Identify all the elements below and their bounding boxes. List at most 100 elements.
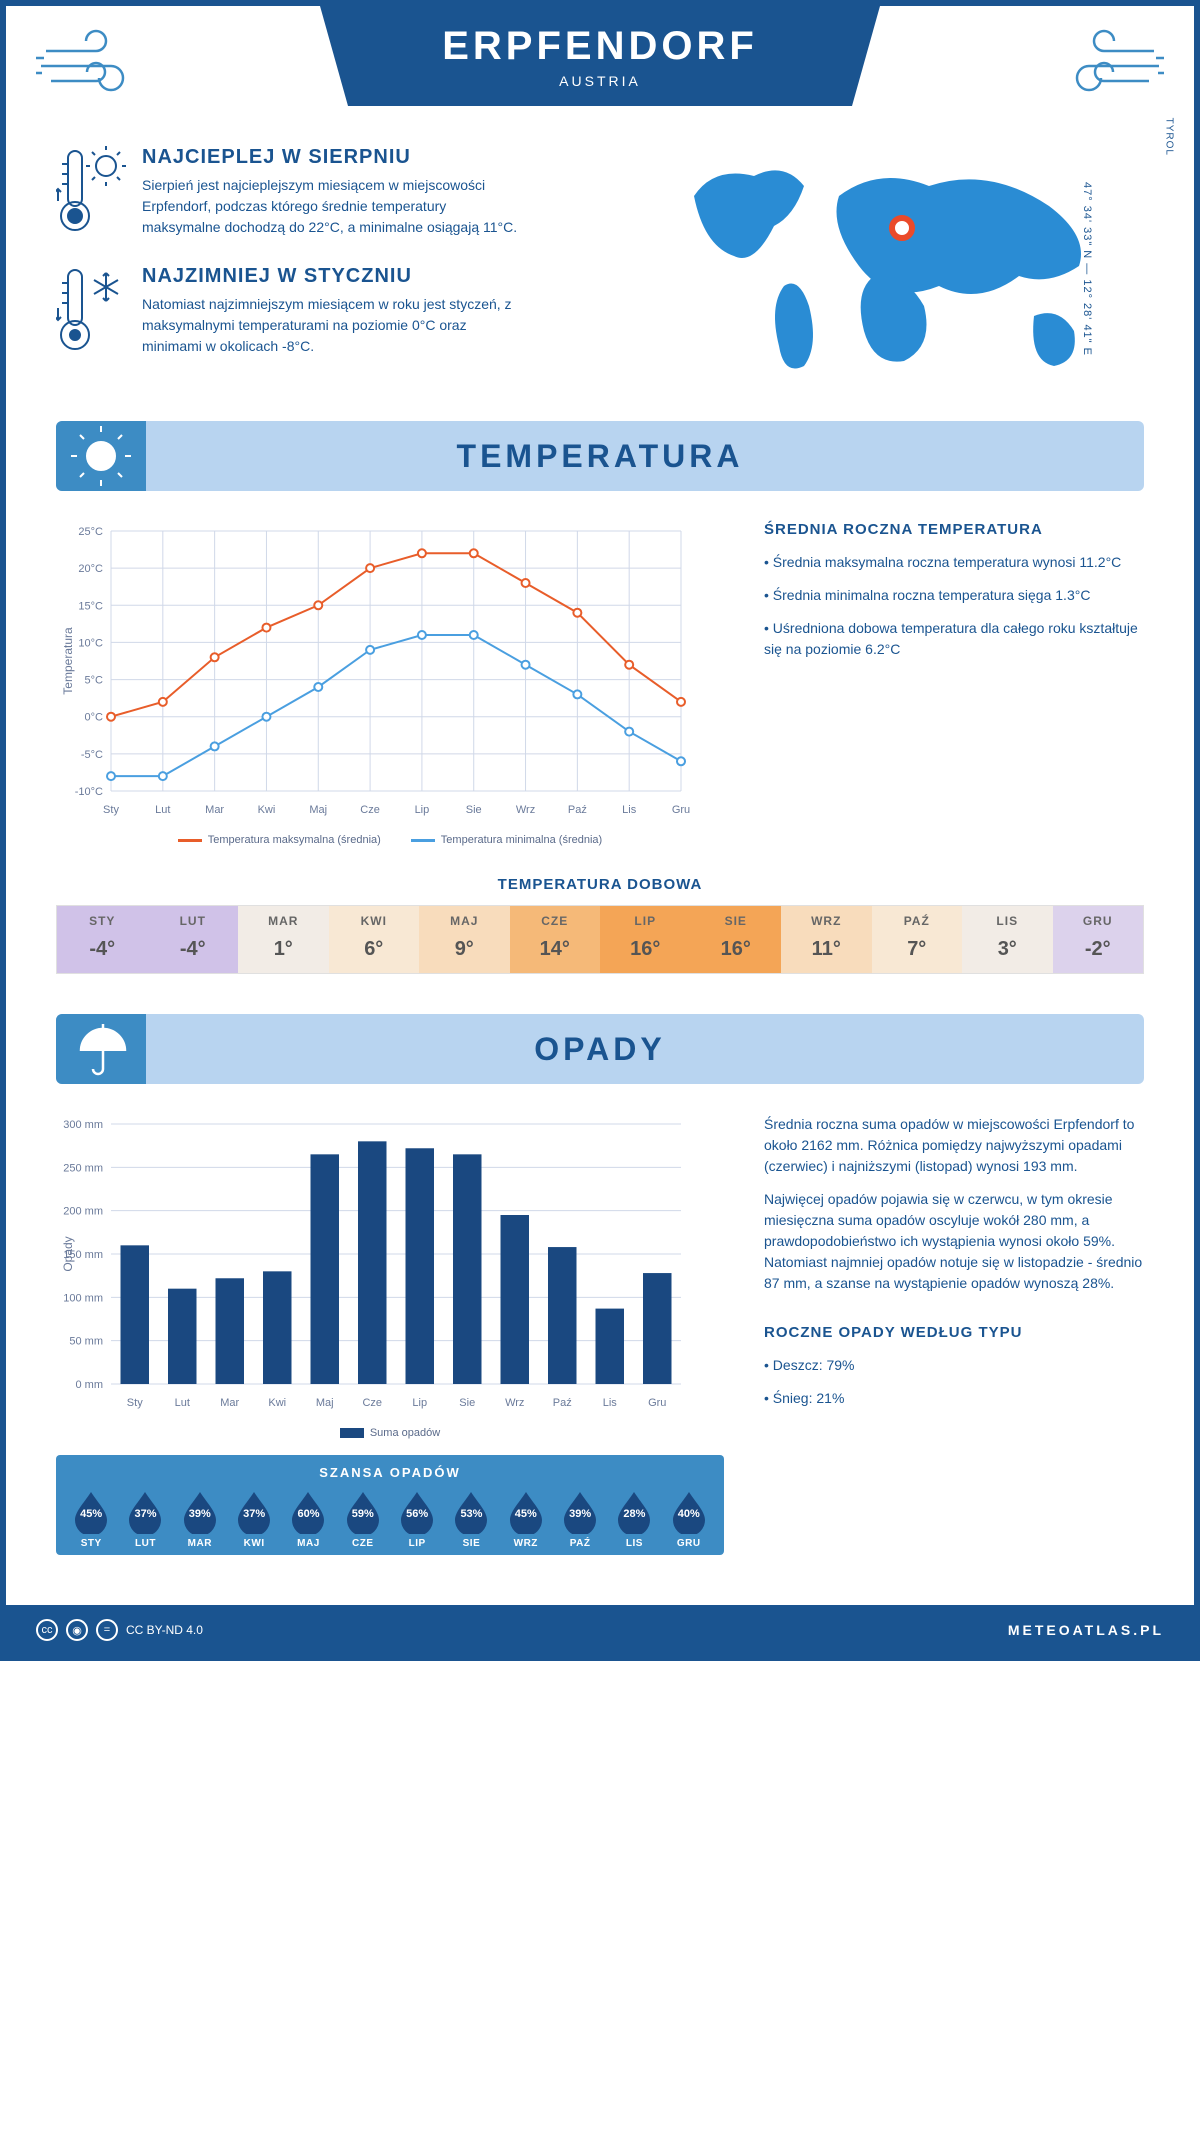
title-banner: ERPFENDORF AUSTRIA [320,6,880,106]
svg-text:Gru: Gru [648,1397,666,1409]
rain-chance-drop: 56%LIP [390,1490,444,1549]
avg-temp-title: ŚREDNIA ROCZNA TEMPERATURA [764,521,1144,538]
svg-text:Paź: Paź [553,1397,572,1409]
rain-chance-drop: 28%LIS [607,1490,661,1549]
coldest-text: Natomiast najzimniejszym miesiącem w rok… [142,294,522,357]
warmest-block: NAJCIEPLEJ W SIERPNIU Sierpień jest najc… [56,146,624,241]
svg-text:Lut: Lut [175,1397,190,1409]
opady-title: OPADY [534,1031,665,1068]
daily-temp-cell: KWI6° [329,906,420,973]
thermometer-sun-icon [56,146,126,241]
page-footer: cc ◉ = CC BY-ND 4.0 METEOATLAS.PL [6,1605,1194,1655]
sun-icon [56,421,146,491]
wind-icon [1044,26,1164,111]
temperature-line-chart: -10°C -5°C 0°C 5°C 10°C 15°C 20°C 25°C Sty Lut Mar… [56,521,724,846]
svg-text:10°C: 10°C [78,637,103,649]
svg-text:Lis: Lis [622,804,637,816]
rain-chart-legend: Suma opadów [56,1427,724,1439]
svg-text:Maj: Maj [309,804,327,816]
daily-temp-title: TEMPERATURA DOBOWA [56,876,1144,893]
daily-temp-cell: MAR1° [238,906,329,973]
svg-text:Wrz: Wrz [516,804,535,816]
svg-text:200 mm: 200 mm [63,1206,103,1218]
svg-text:Cze: Cze [362,1397,382,1409]
svg-text:250 mm: 250 mm [63,1162,103,1174]
svg-text:300 mm: 300 mm [63,1119,103,1131]
thermometer-snow-icon [56,265,126,360]
daily-temp-cell: LIS3° [962,906,1053,973]
svg-text:Wrz: Wrz [505,1397,524,1409]
svg-text:Temperatura: Temperatura [61,627,75,695]
svg-text:Opady: Opady [61,1236,75,1271]
coldest-block: NAJZIMNIEJ W STYCZNIU Natomiast najzimni… [56,265,624,360]
rain-chance-drop: 59%CZE [336,1490,390,1549]
country-subtitle: AUSTRIA [320,73,880,89]
opady-section-header: OPADY [56,1014,1144,1084]
rain-chance-drop: 39%MAR [173,1490,227,1549]
svg-text:15°C: 15°C [78,600,103,612]
svg-text:-10°C: -10°C [75,786,103,798]
svg-text:5°C: 5°C [85,675,104,687]
rain-chance-drop: 39%PAŹ [553,1490,607,1549]
cc-icon: cc [36,1619,58,1641]
city-title: ERPFENDORF [320,24,880,69]
svg-text:Lut: Lut [155,804,170,816]
rain-chance-drop: 40%GRU [662,1490,716,1549]
warmest-text: Sierpień jest najcieplejszym miesiącem w… [142,175,522,238]
world-map: TYROL 47° 34' 33" N — 12° 28' 41" E [664,146,1144,391]
license-text: CC BY-ND 4.0 [126,1623,203,1637]
svg-text:50 mm: 50 mm [69,1336,103,1348]
svg-text:Cze: Cze [360,804,380,816]
rain-chance-drop: 45%WRZ [499,1490,553,1549]
coldest-title: NAJZIMNIEJ W STYCZNIU [142,265,522,288]
svg-text:Kwi: Kwi [268,1397,286,1409]
svg-text:Gru: Gru [672,804,690,816]
svg-text:Mar: Mar [220,1397,239,1409]
daily-temp-cell: STY-4° [57,906,148,973]
rain-chance-drop: 45%STY [64,1490,118,1549]
rain-chance-drop: 37%LUT [118,1490,172,1549]
daily-temp-cell: LUT-4° [148,906,239,973]
precipitation-bar-chart: 0 mm50 mm100 mm150 mm200 mm250 mm300 mmS… [56,1114,724,1555]
rain-chance-panel: SZANSA OPADÓW 45%STY37%LUT39%MAR37%KWI60… [56,1455,724,1555]
svg-text:Kwi: Kwi [258,804,276,816]
region-label: TYROL [1163,118,1174,156]
svg-text:20°C: 20°C [78,563,103,575]
svg-text:Sty: Sty [103,804,119,816]
daily-temp-cell: CZE14° [510,906,601,973]
temperature-title: TEMPERATURA [457,438,744,475]
page-header: ERPFENDORF AUSTRIA [6,6,1194,126]
svg-text:Sty: Sty [127,1397,143,1409]
daily-temp-cell: GRU-2° [1053,906,1144,973]
daily-temp-cell: MAJ9° [419,906,510,973]
precipitation-summary: Średnia roczna suma opadów w miejscowośc… [764,1114,1144,1555]
warmest-title: NAJCIEPLEJ W SIERPNIU [142,146,522,169]
rain-chance-drop: 60%MAJ [281,1490,335,1549]
daily-temp-cell: LIP16° [600,906,691,973]
svg-text:0°C: 0°C [85,712,104,724]
svg-text:25°C: 25°C [78,526,103,538]
daily-temp-cell: SIE16° [691,906,782,973]
svg-text:100 mm: 100 mm [63,1292,103,1304]
intro-row: NAJCIEPLEJ W SIERPNIU Sierpień jest najc… [56,146,1144,391]
daily-temp-cell: PAŹ7° [872,906,963,973]
svg-text:Sie: Sie [466,804,482,816]
svg-text:Lis: Lis [603,1397,618,1409]
svg-text:Maj: Maj [316,1397,334,1409]
by-icon: ◉ [66,1619,88,1641]
umbrella-icon [56,1014,146,1084]
rain-chance-drop: 53%SIE [444,1490,498,1549]
daily-temp-cell: WRZ11° [781,906,872,973]
svg-text:Mar: Mar [205,804,224,816]
daily-temp-table: STY-4°LUT-4°MAR1°KWI6°MAJ9°CZE14°LIP16°S… [56,905,1144,974]
svg-text:-5°C: -5°C [81,749,103,761]
coordinates: 47° 34' 33" N — 12° 28' 41" E [1081,182,1093,356]
temperature-summary: ŚREDNIA ROCZNA TEMPERATURA • Średnia mak… [764,521,1144,846]
svg-text:Lip: Lip [412,1397,427,1409]
rain-chance-drop: 37%KWI [227,1490,281,1549]
svg-text:0 mm: 0 mm [76,1379,104,1391]
svg-text:Paź: Paź [568,804,587,816]
temperature-section-header: TEMPERATURA [56,421,1144,491]
wind-icon [36,26,156,111]
svg-text:Lip: Lip [415,804,430,816]
